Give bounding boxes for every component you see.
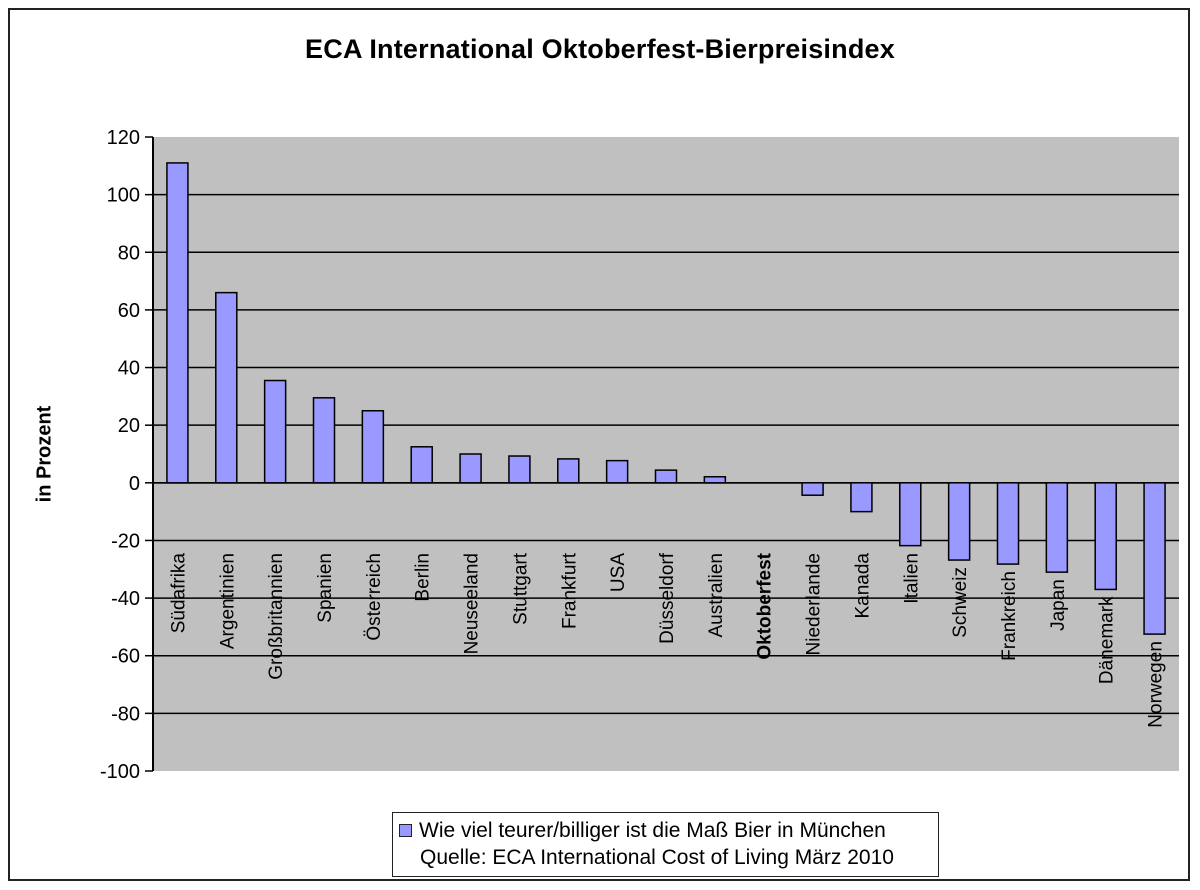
category-label: Düsseldorf [657, 552, 678, 644]
y-tick-label: -80 [111, 703, 140, 725]
y-tick-label: -100 [100, 761, 140, 783]
plot-area [153, 137, 1179, 771]
legend-source: Quelle: ECA International Cost of Living… [420, 846, 894, 869]
bar [996, 482, 1020, 565]
y-axis: 120 100 80 60 40 20 0 -20 -40 -60 -80 -100 [100, 127, 154, 783]
bar-series [166, 162, 1166, 635]
legend-entry: Wie viel teurer/billiger ist die Maß Bie… [399, 817, 938, 844]
y-tick-label: -40 [111, 588, 140, 610]
bar [312, 397, 336, 484]
y-tick-label: 60 [118, 300, 140, 322]
category-label: Niederlande [804, 553, 825, 655]
bar [361, 410, 385, 484]
bar [899, 482, 922, 547]
category-label: Spanien [315, 553, 336, 623]
y-tick-label: -60 [111, 646, 140, 668]
category-label: Dänemark [1097, 596, 1118, 684]
category-label: Österreich [364, 553, 385, 641]
legend-entry-label: Wie viel teurer/billiger ist die Maß Bie… [419, 819, 886, 842]
bar [410, 446, 433, 484]
category-label: Frankreich [999, 571, 1020, 661]
category-label: Kanada [852, 553, 873, 619]
y-tick-label: 20 [118, 415, 140, 437]
category-label: Großbritannien [266, 553, 287, 680]
bar [557, 458, 580, 484]
category-label: Norwegen [1146, 641, 1167, 728]
y-tick-label: 80 [118, 242, 140, 264]
category-label: Italien [901, 553, 922, 604]
y-tick-label: 100 [107, 185, 140, 207]
y-tick-label: 0 [129, 473, 140, 495]
legend: Wie viel teurer/billiger ist die Maß Bie… [392, 812, 939, 877]
bar [1143, 482, 1166, 635]
category-label: Australien [706, 553, 727, 638]
category-label: Neuseeland [462, 553, 483, 654]
category-label: Frankfurt [559, 552, 580, 629]
category-label: Argentinien [217, 553, 238, 649]
category-label: Schweiz [950, 567, 971, 638]
bar [166, 162, 189, 484]
bar [703, 476, 727, 484]
bar [508, 455, 531, 484]
category-label: Berlin [413, 553, 434, 602]
y-tick-label: -20 [111, 530, 140, 552]
bar [1045, 482, 1069, 573]
category-label: USA [608, 553, 629, 592]
bar [654, 469, 678, 484]
bar [947, 482, 971, 561]
bar [215, 291, 238, 484]
category-label: Stuttgart [510, 552, 531, 625]
category-label: Japan [1048, 579, 1069, 631]
y-tick-label: 40 [118, 358, 140, 380]
category-label: Oktoberfest [755, 552, 776, 659]
bar [801, 482, 824, 496]
legend-swatch-icon [399, 824, 412, 837]
bar [459, 453, 482, 484]
category-label: Südafrika [168, 553, 189, 634]
y-tick-label: 120 [107, 127, 140, 149]
bar [850, 482, 873, 513]
category-labels: Südafrika Argentinien Großbritannien Spanie… [168, 552, 1166, 727]
chart-title: ECA International Oktoberfest-Bierpreisi… [305, 34, 895, 64]
bar [605, 459, 629, 484]
bar [263, 379, 287, 484]
bar [1094, 482, 1117, 591]
